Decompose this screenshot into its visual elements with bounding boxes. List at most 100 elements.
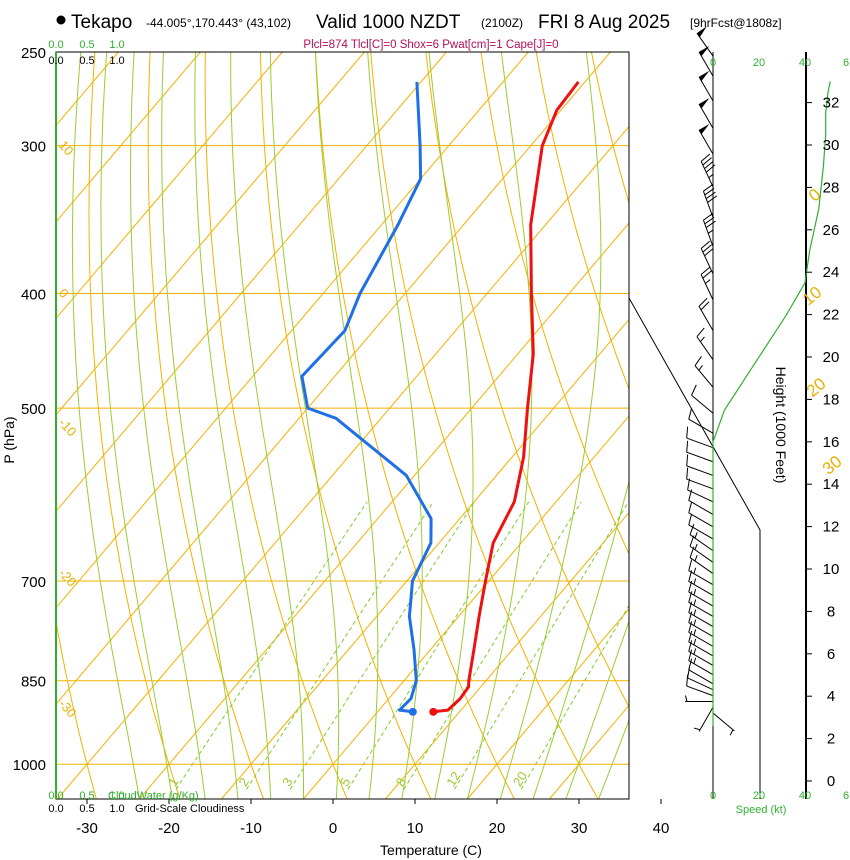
valid-date: FRI 8 Aug 2025: [538, 12, 670, 33]
wind-barb: [688, 630, 714, 657]
surface-dewpoint-dot: [408, 707, 417, 716]
wind-barb-half-feather: [707, 229, 714, 234]
height-tick-label: 30: [823, 137, 840, 154]
temperature-tick-label: 30: [571, 820, 588, 837]
wind-barb: [693, 706, 714, 732]
wind-barb-staff: [688, 570, 714, 586]
height-tick-label: 12: [823, 519, 840, 536]
wind-speed-line: [712, 81, 831, 726]
height-tick-label: 2: [827, 731, 835, 748]
wind-barb-staff: [696, 336, 714, 360]
wind-barb: [698, 123, 714, 155]
wind-barb: [686, 454, 714, 476]
dry-adiabat-line: [644, 42, 850, 799]
wind-barb-staff: [688, 512, 714, 528]
temperature-tick-label: -10: [240, 820, 262, 837]
wind-barb: [688, 408, 714, 434]
wind-barb-feather: [688, 649, 693, 661]
wind-barb-staff: [698, 51, 714, 77]
speed-label: Speed (kt): [736, 804, 787, 816]
wind-barb-half-feather: [693, 599, 697, 606]
wind-barb: [712, 712, 735, 736]
wind-barb: [688, 501, 714, 528]
wind-barb-flag: [699, 123, 710, 135]
cloudwater-tick-top: 1.0: [109, 39, 124, 51]
wind-barb-feather: [698, 297, 708, 307]
wind-barb-staff: [698, 706, 714, 732]
wind-barb-staff: [686, 465, 714, 476]
wind-barb: [698, 297, 714, 331]
mixing-ratio-line: [454, 501, 629, 790]
wind-barb-feather: [704, 247, 714, 257]
isotherm-line: [221, 318, 629, 799]
wind-barb-staff: [686, 478, 714, 490]
pressure-tick-label: 850: [21, 674, 46, 691]
wind-barb: [700, 153, 716, 188]
temperature-line: [433, 80, 580, 714]
moist-adiabat-line: [367, 52, 423, 799]
wind-barb-feather: [688, 658, 693, 670]
wind-barbs: [685, 26, 735, 736]
wind-barb-staff: [686, 685, 714, 697]
wind-barb-feather: [707, 195, 718, 203]
cloudiness-tick-bottom: 0.0: [48, 803, 63, 815]
isotherm-line: [56, 52, 365, 416]
wind-barb: [694, 356, 714, 388]
dry-adiabat-line: [259, 52, 432, 799]
wind-barb-feather: [688, 408, 693, 420]
temperature-tick-label: 10: [407, 820, 424, 837]
cloudwater-label: CloudWater (g/Kg): [108, 790, 199, 802]
wind-barb-staff: [688, 641, 714, 657]
wind-barb: [698, 70, 714, 102]
mixing-ratio-line: [520, 604, 629, 790]
wind-barb-staff: [700, 274, 714, 301]
wind-barb-half-feather: [705, 279, 711, 284]
wind-barb-feather: [702, 270, 712, 279]
moist-adiabat-line: [565, 619, 629, 799]
temperature-tick-label: -20: [158, 820, 180, 837]
mixing-ratio-label: 2: [235, 775, 252, 789]
dry-adiabat-line: [370, 52, 599, 799]
wind-barb-half-feather: [693, 638, 697, 646]
height-tick-label: 8: [827, 603, 835, 620]
y-axis-title: P (hPa): [1, 416, 17, 463]
wind-barb-staff: [688, 500, 714, 515]
wind-barb-feather: [705, 191, 716, 200]
isotherm-line: [56, 52, 447, 513]
dry-adiabat-line: [425, 52, 629, 708]
wind-barb-staff: [689, 545, 714, 563]
wind-barb-half-feather: [693, 609, 697, 616]
moist-adiabat-line: [71, 52, 140, 799]
wind-barb-staff: [687, 677, 714, 691]
wind-barb: [688, 621, 714, 647]
height-tick-label: 32: [823, 95, 840, 112]
cloudiness-label: Grid-Scale Cloudiness: [135, 803, 245, 815]
cloudwater-tick-bottom: 1.0: [109, 790, 124, 802]
cloudiness-tick-bottom: 0.5: [79, 803, 94, 815]
speed-tick-top: 20: [753, 57, 765, 69]
pressure-tick-label: 1000: [13, 757, 46, 774]
dry-adiabat-line: [754, 42, 850, 799]
wind-barb-staff: [687, 489, 714, 503]
mixing-ratio-line: [246, 501, 434, 790]
wind-barb-feather: [705, 220, 716, 229]
mixing-ratio-label: 12: [443, 769, 463, 789]
dry-adiabat-label: -20: [56, 566, 80, 590]
dry-adiabat-line: [88, 52, 181, 799]
wind-barb-feather: [703, 213, 714, 221]
mixing-ratio-label: 3: [279, 775, 296, 789]
wind-barb: [686, 426, 714, 449]
wind-barb-staff: [689, 557, 714, 575]
sounding-profiles: [300, 80, 580, 716]
wind-barb-feather: [705, 164, 716, 173]
pressure-tick-label: 250: [21, 45, 46, 62]
wind-barb-feather: [686, 440, 689, 453]
wind-barb-feather: [700, 153, 711, 162]
moist-adiabat-line: [632, 42, 850, 799]
speed-tick-top-extra: 6: [843, 57, 849, 69]
wind-barb-flag: [699, 45, 710, 57]
wind-barb-staff: [694, 365, 714, 388]
temperature-tick-label: 40: [653, 820, 670, 837]
wind-barb-feather: [688, 611, 693, 623]
wind-barb-flag: [699, 70, 710, 82]
